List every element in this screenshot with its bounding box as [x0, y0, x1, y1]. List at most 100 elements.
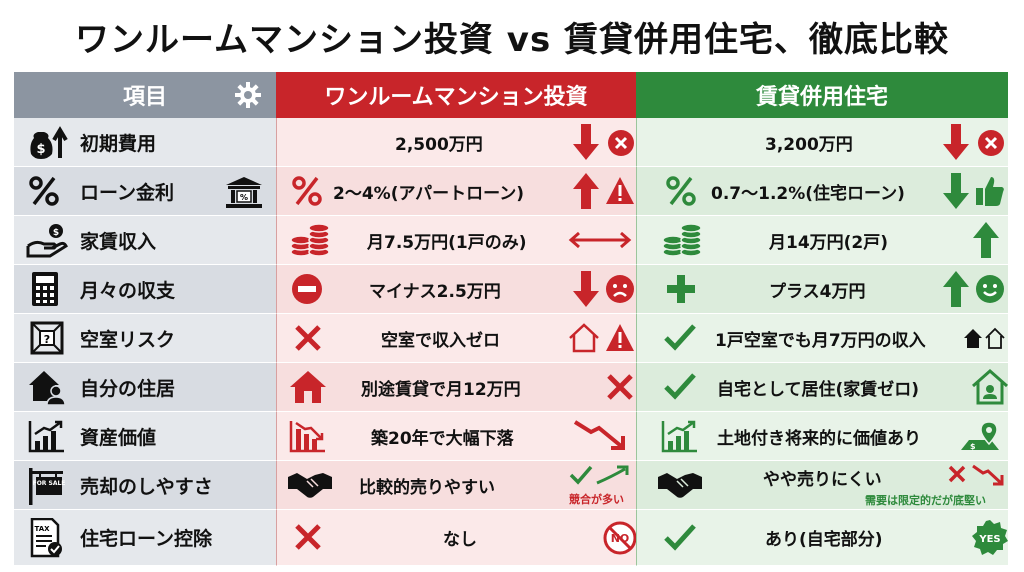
percent-icon	[291, 174, 323, 208]
arrow-down-icon	[943, 173, 969, 209]
one-room-value: 比較的売りやすい	[359, 477, 495, 498]
arrow-down-icon	[573, 124, 599, 160]
bank-icon: %	[224, 175, 264, 209]
no-sign-icon: NO	[603, 521, 637, 555]
check-icon	[663, 371, 697, 401]
growth-chart-icon	[28, 419, 66, 453]
one-room-cell: なし NO	[276, 510, 637, 566]
table-row: FOR SALE 売却のしやすさ 比較的売りやすい 競合が多い やや売りにくい	[14, 461, 1008, 510]
item-label: 家賃収入	[80, 230, 157, 253]
one-room-cell: 空室で収入ゼロ	[276, 314, 636, 363]
cross-icon	[293, 323, 323, 353]
rental-home-value: 0.7〜1.2%(住宅ローン)	[711, 183, 905, 204]
cross-circle-icon	[607, 129, 635, 157]
item-label: 資産価値	[80, 426, 157, 449]
arrow-down-icon	[573, 271, 599, 307]
warning-icon	[605, 323, 635, 353]
smile-face-icon	[975, 274, 1005, 304]
two-houses-icon	[963, 327, 1005, 349]
decline-chart-icon	[289, 419, 327, 453]
one-room-value: 2,500万円	[395, 134, 483, 155]
rental-home-cell: やや売りにくい 需要は限定的だが底堅い	[636, 461, 1008, 510]
one-room-cell: 別途賃貸で月12万円	[276, 363, 636, 412]
item-cell: FOR SALE 売却のしやすさ	[14, 461, 276, 510]
header-one-room: ワンルームマンション投資	[276, 72, 636, 118]
one-room-cell: 月7.5万円(1戸のみ)	[276, 216, 636, 265]
item-label: 住宅ローン控除	[80, 528, 213, 550]
svg-text:$: $	[970, 442, 976, 451]
rental-home-value: プラス4万円	[769, 281, 866, 302]
header-item: 項目	[14, 72, 276, 118]
one-room-value: 別途賃貸で月12万円	[361, 379, 521, 400]
check-trend-icon	[569, 463, 631, 487]
home-badge-icon	[971, 368, 1009, 406]
one-room-cell: 2,500万円	[276, 118, 636, 167]
item-label: ローン金利	[80, 181, 175, 204]
one-room-value: 月7.5万円(1戸のみ)	[367, 232, 527, 253]
rental-home-value: 3,200万円	[765, 134, 853, 155]
item-cell: ローン金利 %	[14, 167, 276, 216]
item-cell: TAX 住宅ローン控除	[14, 510, 276, 566]
rental-home-value: 土地付き将来的に価値あり	[717, 428, 921, 449]
table-row: $ 初期費用 2,500万円 3,200万円	[14, 118, 1008, 167]
cross-icon	[293, 522, 323, 552]
for-sale-sign-icon: FOR SALE	[26, 467, 66, 505]
svg-text:?: ?	[44, 333, 50, 346]
rental-home-cell: あり(自宅部分) YES	[636, 510, 1008, 566]
item-cell: 資産価値	[14, 412, 276, 461]
one-room-value: マイナス2.5万円	[369, 281, 501, 302]
for-sale-sign-text: FOR SALE	[33, 480, 66, 487]
table-row: 資産価値 築20年で大幅下落 土地付き将来的に価値あり $	[14, 412, 1008, 461]
table-row: TAX 住宅ローン控除 なし NO あり(自宅部分) YES	[14, 510, 1008, 566]
land-pin-icon: $	[959, 420, 1003, 454]
comparison-table: 項目 ワンルームマンション投資 賃貸併用住宅 $ 初期費用 2,500万円 3,…	[14, 72, 1008, 566]
item-label: 自分の住居	[80, 377, 176, 400]
one-room-note: 競合が多い	[569, 493, 624, 506]
cross-circle-icon	[977, 129, 1005, 157]
header-item-label: 項目	[122, 85, 167, 110]
tax-text: TAX	[34, 525, 50, 533]
item-cell: $ 家賃収入	[14, 216, 276, 265]
svg-text:%: %	[240, 193, 248, 202]
plus-icon	[665, 273, 697, 305]
svg-text:$: $	[36, 142, 45, 157]
house-outline-icon	[567, 322, 601, 354]
item-label: 売却のしやすさ	[80, 475, 213, 498]
rental-home-cell: 3,200万円	[636, 118, 1008, 167]
rental-home-value: あり(自宅部分)	[765, 530, 883, 550]
vacant-box-icon: ?	[30, 321, 64, 355]
check-icon	[663, 522, 697, 552]
sad-face-icon	[605, 274, 635, 304]
house-icon	[289, 369, 327, 405]
item-label: 空室リスク	[80, 328, 176, 351]
double-arrow-icon	[567, 230, 633, 250]
one-room-value: 2〜4%(アパートローン)	[333, 183, 525, 204]
handshake-icon	[287, 469, 333, 501]
rental-home-value: 1戸空室でも月7万円の収入	[715, 330, 926, 351]
coin-stack-icon	[289, 222, 331, 258]
rental-home-cell: 土地付き将来的に価値あり $	[636, 412, 1008, 461]
item-label: 月々の収支	[80, 279, 176, 302]
coin-stack-icon	[661, 222, 703, 258]
percent-icon	[665, 174, 697, 208]
arrow-up-icon	[573, 173, 599, 209]
table-row: ローン金利 % 2〜4%(アパートローン) 0.7〜1.2%(住宅ローン)	[14, 167, 1008, 216]
trend-down-icon	[971, 463, 1007, 487]
item-cell: $ 初期費用	[14, 118, 276, 167]
rental-home-note: 需要は限定的だが底堅い	[865, 494, 986, 507]
arrow-down-icon	[943, 124, 969, 160]
rental-home-cell: 月14万円(2戸)	[636, 216, 1008, 265]
gear-icon	[234, 81, 262, 115]
percent-icon	[28, 174, 60, 208]
svg-text:$: $	[53, 228, 59, 238]
one-room-cell: 2〜4%(アパートローン)	[276, 167, 636, 216]
calculator-icon	[30, 271, 60, 307]
table-row: 自分の住居 別途賃貸で月12万円 自宅として居住(家賃ゼロ)	[14, 363, 1008, 412]
rental-home-value: 自宅として居住(家賃ゼロ)	[717, 379, 920, 400]
cross-icon	[605, 372, 635, 402]
minus-circle-icon	[291, 273, 323, 305]
arrow-up-icon	[943, 271, 969, 307]
rental-home-cell: プラス4万円	[636, 265, 1008, 314]
item-cell: 自分の住居	[14, 363, 276, 412]
trend-down-icon	[573, 418, 631, 454]
